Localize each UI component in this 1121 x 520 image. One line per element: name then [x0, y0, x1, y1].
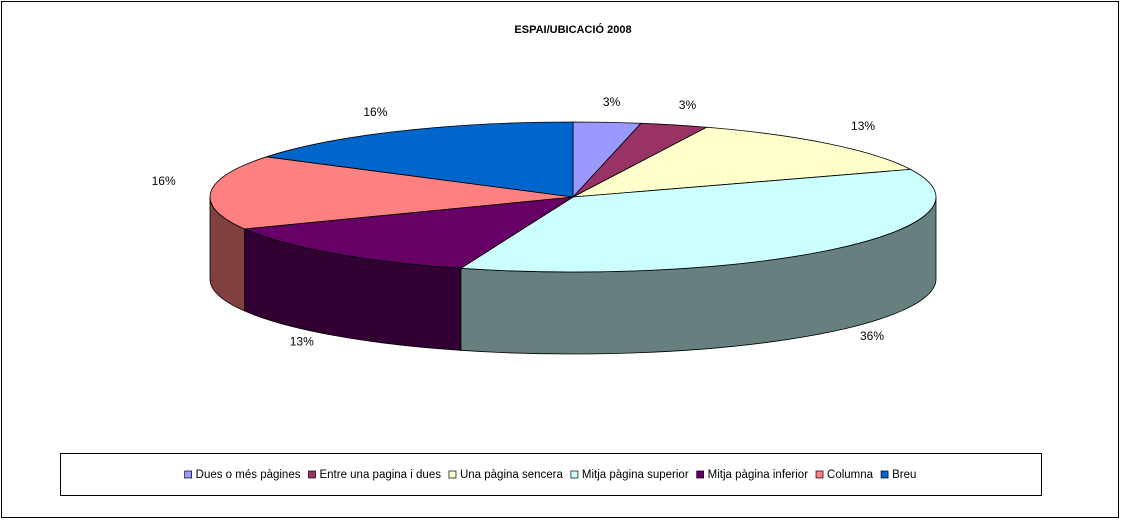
chart-title: ESPAI/UBICACIÓ 2008: [514, 23, 631, 36]
data-label: 13%: [290, 335, 314, 349]
data-label: 36%: [860, 329, 884, 343]
pie-slice: [572, 126, 912, 198]
legend-label: Columna: [827, 469, 874, 481]
data-label: 13%: [851, 119, 875, 133]
legend-label: Dues o més pàgines: [196, 469, 301, 481]
data-label: 16%: [152, 174, 176, 188]
legend-label: Mitja pàgina inferior: [708, 469, 809, 481]
pie-slice: [209, 156, 574, 230]
legend-label: Una pàgina sencera: [460, 469, 564, 481]
legend-swatch: [184, 470, 192, 479]
data-label: 3%: [679, 98, 697, 112]
legend-swatch: [448, 470, 457, 479]
pie-slice: [266, 121, 574, 198]
legend: Dues o més pàgines Entre una pagina i due…: [184, 469, 916, 481]
legend-label: Mitja pàgina superior: [582, 469, 689, 481]
pie-slice: [459, 168, 937, 273]
legend-label: Breu: [892, 469, 916, 481]
legend-swatch: [696, 470, 705, 479]
legend-label: Entre una pagina i dues: [319, 469, 441, 481]
legend-swatch: [570, 470, 579, 479]
legend-swatch: [880, 470, 889, 479]
pie-slice: [242, 196, 574, 269]
data-label: 16%: [363, 105, 387, 119]
data-label: 3%: [603, 95, 621, 109]
legend-swatch: [815, 470, 824, 479]
legend-swatch: [308, 470, 316, 479]
legend-box: [60, 453, 1042, 496]
